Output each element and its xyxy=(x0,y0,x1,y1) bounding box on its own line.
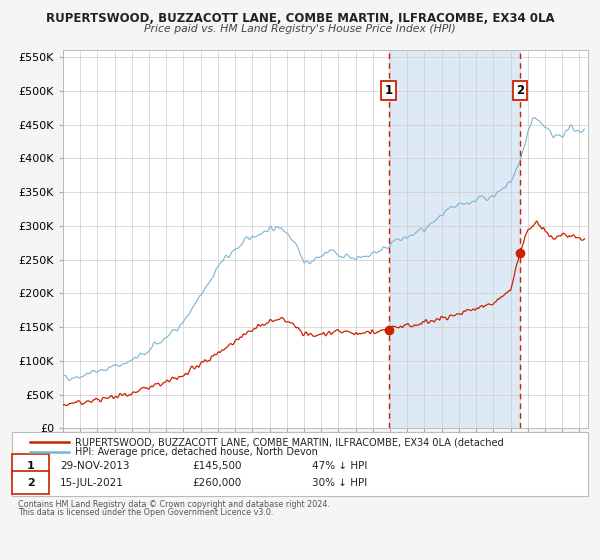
Text: 47% ↓ HPI: 47% ↓ HPI xyxy=(312,461,367,471)
Text: £260,000: £260,000 xyxy=(192,478,241,488)
Text: 1: 1 xyxy=(385,83,392,96)
Text: This data is licensed under the Open Government Licence v3.0.: This data is licensed under the Open Gov… xyxy=(18,508,274,517)
Text: 2: 2 xyxy=(27,478,34,488)
Text: RUPERTSWOOD, BUZZACOTT LANE, COMBE MARTIN, ILFRACOMBE, EX34 0LA (detached: RUPERTSWOOD, BUZZACOTT LANE, COMBE MARTI… xyxy=(75,437,503,447)
Text: £145,500: £145,500 xyxy=(192,461,241,471)
Text: 29-NOV-2013: 29-NOV-2013 xyxy=(60,461,130,471)
Text: Contains HM Land Registry data © Crown copyright and database right 2024.: Contains HM Land Registry data © Crown c… xyxy=(18,500,330,508)
Text: HPI: Average price, detached house, North Devon: HPI: Average price, detached house, Nort… xyxy=(75,447,318,457)
Bar xyxy=(389,50,520,428)
Text: Price paid vs. HM Land Registry's House Price Index (HPI): Price paid vs. HM Land Registry's House … xyxy=(144,24,456,34)
Text: 15-JUL-2021: 15-JUL-2021 xyxy=(60,478,124,488)
Text: 1: 1 xyxy=(27,461,34,471)
Text: 2: 2 xyxy=(516,83,524,96)
Text: 30% ↓ HPI: 30% ↓ HPI xyxy=(312,478,367,488)
Text: RUPERTSWOOD, BUZZACOTT LANE, COMBE MARTIN, ILFRACOMBE, EX34 0LA: RUPERTSWOOD, BUZZACOTT LANE, COMBE MARTI… xyxy=(46,12,554,25)
